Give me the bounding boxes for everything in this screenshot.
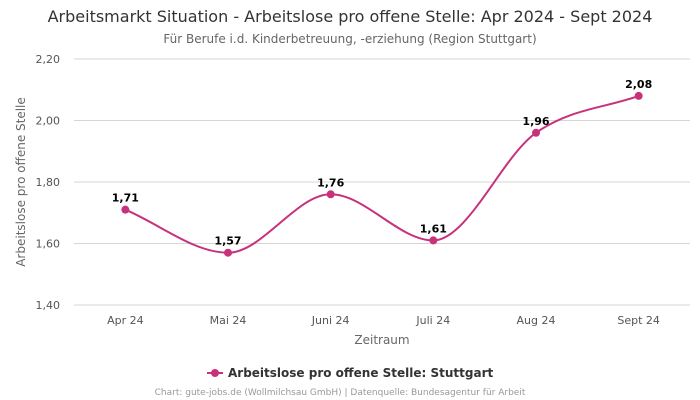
chart-subtitle: Für Berufe i.d. Kinderbetreuung, -erzieh…	[163, 32, 536, 46]
chart-credits: Chart: gute-jobs.de (Wollmilchsau GmbH) …	[155, 388, 526, 398]
y-axis-label: Arbeitslose pro offene Stelle	[14, 97, 28, 267]
data-labels: 1,71 1,57 1,76 1,61 1,96 2,08	[112, 78, 652, 248]
y-tick-label: 1,80	[36, 176, 61, 189]
y-tick-label: 1,60	[36, 238, 61, 251]
series-line	[124, 94, 640, 254]
data-point[interactable]	[224, 248, 232, 257]
x-axis-ticks: Apr 24 Mai 24 Juni 24 Juli 24 Aug 24 Sept 24	[107, 314, 660, 327]
chart-title: Arbeitsmarkt Situation - Arbeitslose pro…	[48, 7, 653, 26]
x-axis-label: Zeitraum	[354, 333, 409, 347]
data-point[interactable]	[532, 128, 540, 137]
x-tick-label: Juni 24	[311, 314, 350, 327]
series-layer	[121, 91, 643, 257]
y-tick-label: 1,40	[36, 299, 61, 312]
legend-item-stuttgart: Arbeitslose pro offene Stelle: Stuttgart	[228, 366, 493, 380]
grid-lines	[74, 58, 690, 306]
y-tick-label: 2,20	[36, 53, 61, 66]
y-axis-ticks: 1,40 1,60 1,80 2,00 2,20	[36, 53, 61, 312]
legend-dot-marker	[211, 369, 219, 377]
data-point[interactable]	[429, 236, 438, 245]
data-label: 1,61	[420, 222, 447, 235]
data-point[interactable]	[326, 190, 335, 199]
y-tick-label: 2,00	[36, 115, 61, 128]
x-tick-label: Apr 24	[107, 314, 144, 327]
legend[interactable]: Arbeitslose pro offene Stelle: Stuttgart	[207, 366, 493, 380]
data-point[interactable]	[634, 91, 643, 100]
data-label: 1,57	[214, 235, 241, 248]
data-label: 1,76	[317, 176, 344, 189]
data-label: 1,96	[522, 115, 549, 128]
x-tick-label: Aug 24	[517, 314, 556, 327]
x-tick-label: Juli 24	[415, 314, 450, 327]
data-point[interactable]	[121, 205, 130, 214]
x-tick-label: Sept 24	[617, 314, 660, 327]
x-tick-label: Mai 24	[210, 314, 247, 327]
data-label: 1,71	[112, 192, 139, 205]
data-label: 2,08	[625, 78, 652, 91]
